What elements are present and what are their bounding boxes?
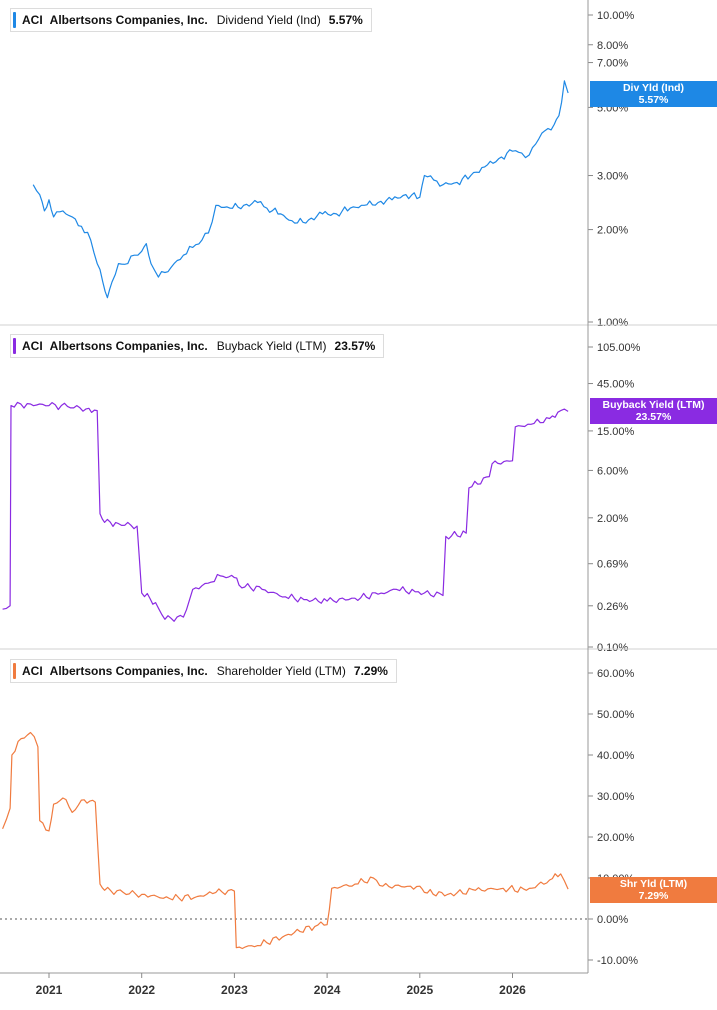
tag-label: Div Yld (Ind) <box>622 82 685 94</box>
y-tick-label: 6.00% <box>597 465 628 477</box>
x-tick-label: 2026 <box>499 983 526 997</box>
legend-color-swatch <box>13 338 16 354</box>
legend-metric: Shareholder Yield (LTM) <box>216 664 346 678</box>
y-tick-label: 0.69% <box>597 559 628 571</box>
y-tick-label: 0.00% <box>597 914 628 926</box>
y-tick-label: 3.00% <box>597 171 628 183</box>
legend-color-swatch <box>13 12 16 28</box>
y-tick-label: 40.00% <box>597 750 635 762</box>
current-value-tag-shareholder: Shr Yld (LTM) 7.29% <box>590 877 717 903</box>
x-tick-label: 2022 <box>128 983 155 997</box>
tag-value: 7.29% <box>638 890 669 902</box>
x-tick-label: 2024 <box>314 983 341 997</box>
y-tick-label: 1.00% <box>597 317 628 329</box>
current-value-tag-buyback: Buyback Yield (LTM) 23.57% <box>590 398 717 424</box>
y-tick-label: 8.00% <box>597 40 628 52</box>
legend-value: 5.57% <box>328 13 363 27</box>
tag-label: Buyback Yield (LTM) <box>602 399 705 411</box>
y-tick-label: 2.00% <box>597 513 628 525</box>
y-tick-label: 10.00% <box>597 10 635 22</box>
legend-company: Albertsons Companies, Inc. <box>49 13 208 27</box>
y-tick-label: 50.00% <box>597 709 635 721</box>
legend-value: 7.29% <box>353 664 388 678</box>
x-tick-label: 2023 <box>221 983 248 997</box>
legend-company: Albertsons Companies, Inc. <box>49 339 208 353</box>
y-tick-label: 45.00% <box>597 379 635 391</box>
x-tick-label: 2025 <box>406 983 433 997</box>
legend-buyback-yield[interactable]: ACI Albertsons Companies, Inc. Buyback Y… <box>10 334 385 358</box>
legend-value: 23.57% <box>334 339 376 353</box>
legend-ticker: ACI <box>22 339 43 353</box>
legend-metric: Buyback Yield (LTM) <box>216 339 327 353</box>
y-tick-label: 0.26% <box>597 601 628 613</box>
x-tick-label: 2021 <box>36 983 63 997</box>
tag-value: 5.57% <box>638 94 669 106</box>
legend-ticker: ACI <box>22 664 43 678</box>
y-tick-label: 20.00% <box>597 832 635 844</box>
y-tick-label: 7.00% <box>597 58 628 70</box>
tag-label: Shr Yld (LTM) <box>619 878 688 890</box>
legend-color-swatch <box>13 663 16 679</box>
legend-ticker: ACI <box>22 13 43 27</box>
series-line <box>2 731 569 950</box>
legend-dividend-yield[interactable]: ACI Albertsons Companies, Inc. Dividend … <box>10 8 372 32</box>
y-tick-label: 0.10% <box>597 642 628 654</box>
y-tick-label: -10.00% <box>597 955 638 967</box>
legend-company: Albertsons Companies, Inc. <box>49 664 208 678</box>
y-tick-label: 30.00% <box>597 791 635 803</box>
y-tick-label: 60.00% <box>597 668 635 680</box>
y-tick-label: 2.00% <box>597 225 628 237</box>
y-tick-label: 105.00% <box>597 342 641 354</box>
series-line <box>32 80 569 299</box>
tag-value: 23.57% <box>635 411 672 423</box>
legend-shareholder-yield[interactable]: ACI Albertsons Companies, Inc. Sharehold… <box>10 659 397 683</box>
y-tick-label: 15.00% <box>597 426 635 438</box>
legend-metric: Dividend Yield (Ind) <box>216 13 321 27</box>
current-value-tag-dividend: Div Yld (Ind) 5.57% <box>590 81 717 107</box>
series-line <box>2 401 569 622</box>
